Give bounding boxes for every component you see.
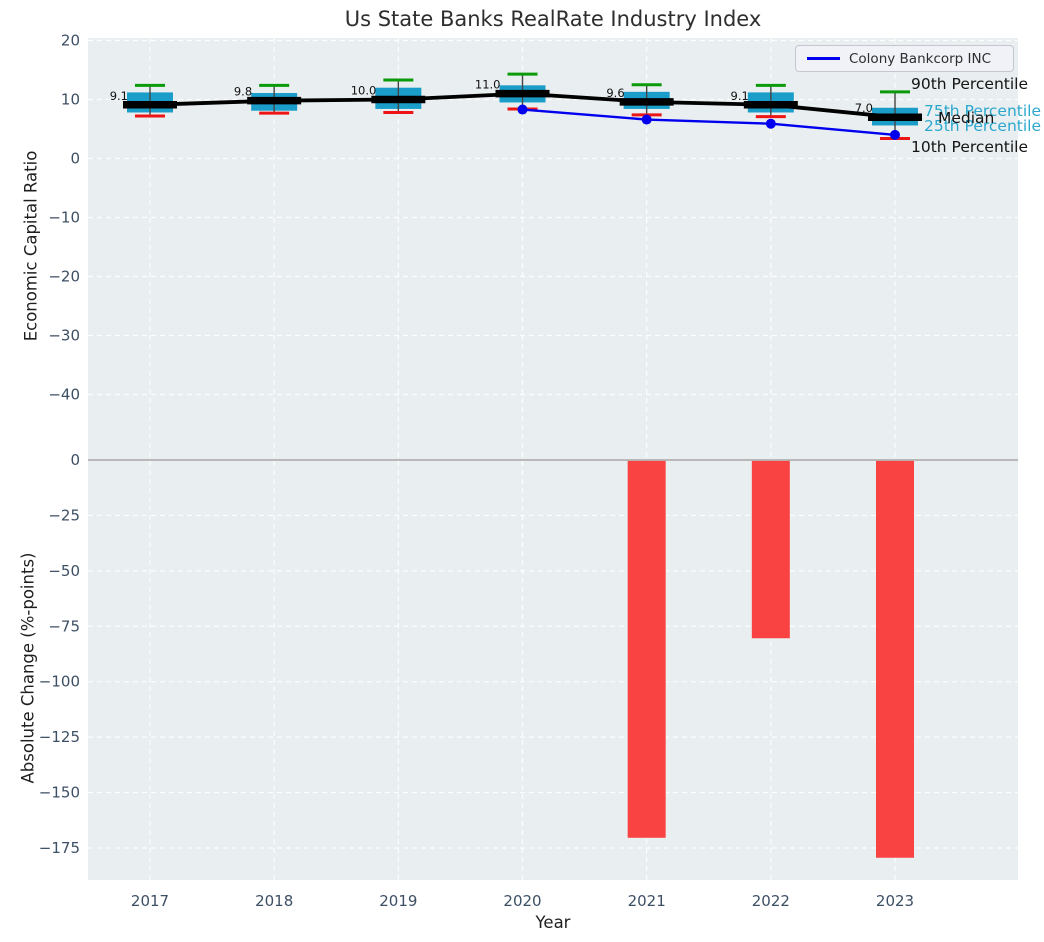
bottom-ytick-label: −150 [39,784,80,802]
x-axis-label: Year [535,913,571,932]
label-median: Median [938,109,995,127]
bottom-ytick-label: 0 [70,451,80,469]
top-y-axis-label: Economic Capital Ratio [21,150,41,342]
label-10th-percentile: 10th Percentile [911,138,1029,156]
top-ytick-label: −40 [48,386,80,404]
median-value-label-2018: 9.8 [234,85,252,99]
top-ytick-label: −30 [48,327,80,345]
top-ytick-label: −10 [48,209,80,227]
legend: Colony Bankcorp INC [795,45,1014,72]
label-75th-percentile: 75th Percentile [924,102,1042,120]
legend-label: Colony Bankcorp INC [849,50,992,67]
xtick-label: 2017 [131,892,169,910]
label-25th-percentile: 25th Percentile [924,117,1042,135]
bottom-ytick-label: −75 [48,617,80,635]
bottom-ytick-label: −25 [48,506,80,524]
xtick-label: 2019 [379,892,417,910]
label-90th-percentile: 90th Percentile [911,75,1029,93]
bottom-ytick-label: −125 [39,728,80,746]
top-ytick-label: 0 [70,150,80,168]
company-point-2020 [517,104,528,115]
top-ytick-label: 10 [61,91,80,109]
company-line [522,108,896,137]
top-ytick-label: 20 [61,32,80,50]
bottom-ytick-label: −100 [39,673,80,691]
chart-title: Us State Banks RealRate Industry Index [344,7,762,31]
median-value-label-2017: 9.1 [110,89,128,103]
bottom-y-axis-label: Absolute Change (%-points) [18,552,38,784]
median-value-label-2019: 10.0 [351,84,377,98]
bar-2023 [876,460,915,858]
xtick-label: 2023 [876,892,914,910]
xtick-label: 2021 [628,892,666,910]
xtick-label: 2020 [503,892,541,910]
xtick-label: 2018 [255,892,293,910]
company-point-2023 [890,129,901,140]
bottom-ytick-label: −50 [48,562,80,580]
median-value-label-2021: 9.6 [606,86,624,100]
bar-2021 [627,460,666,838]
median-value-label-2022: 9.1 [731,89,749,103]
bottom-ytick-label: −175 [39,839,80,857]
top-ytick-label: −20 [48,268,80,286]
legend-line-sample [807,57,840,60]
company-point-2022 [765,118,776,129]
plot-background [88,38,1018,880]
bar-2022 [751,460,790,639]
company-point-2021 [641,114,652,125]
median-value-label-2020: 11.0 [475,78,501,92]
median-value-label-2023: 7.0 [855,101,873,115]
xtick-label: 2022 [752,892,790,910]
